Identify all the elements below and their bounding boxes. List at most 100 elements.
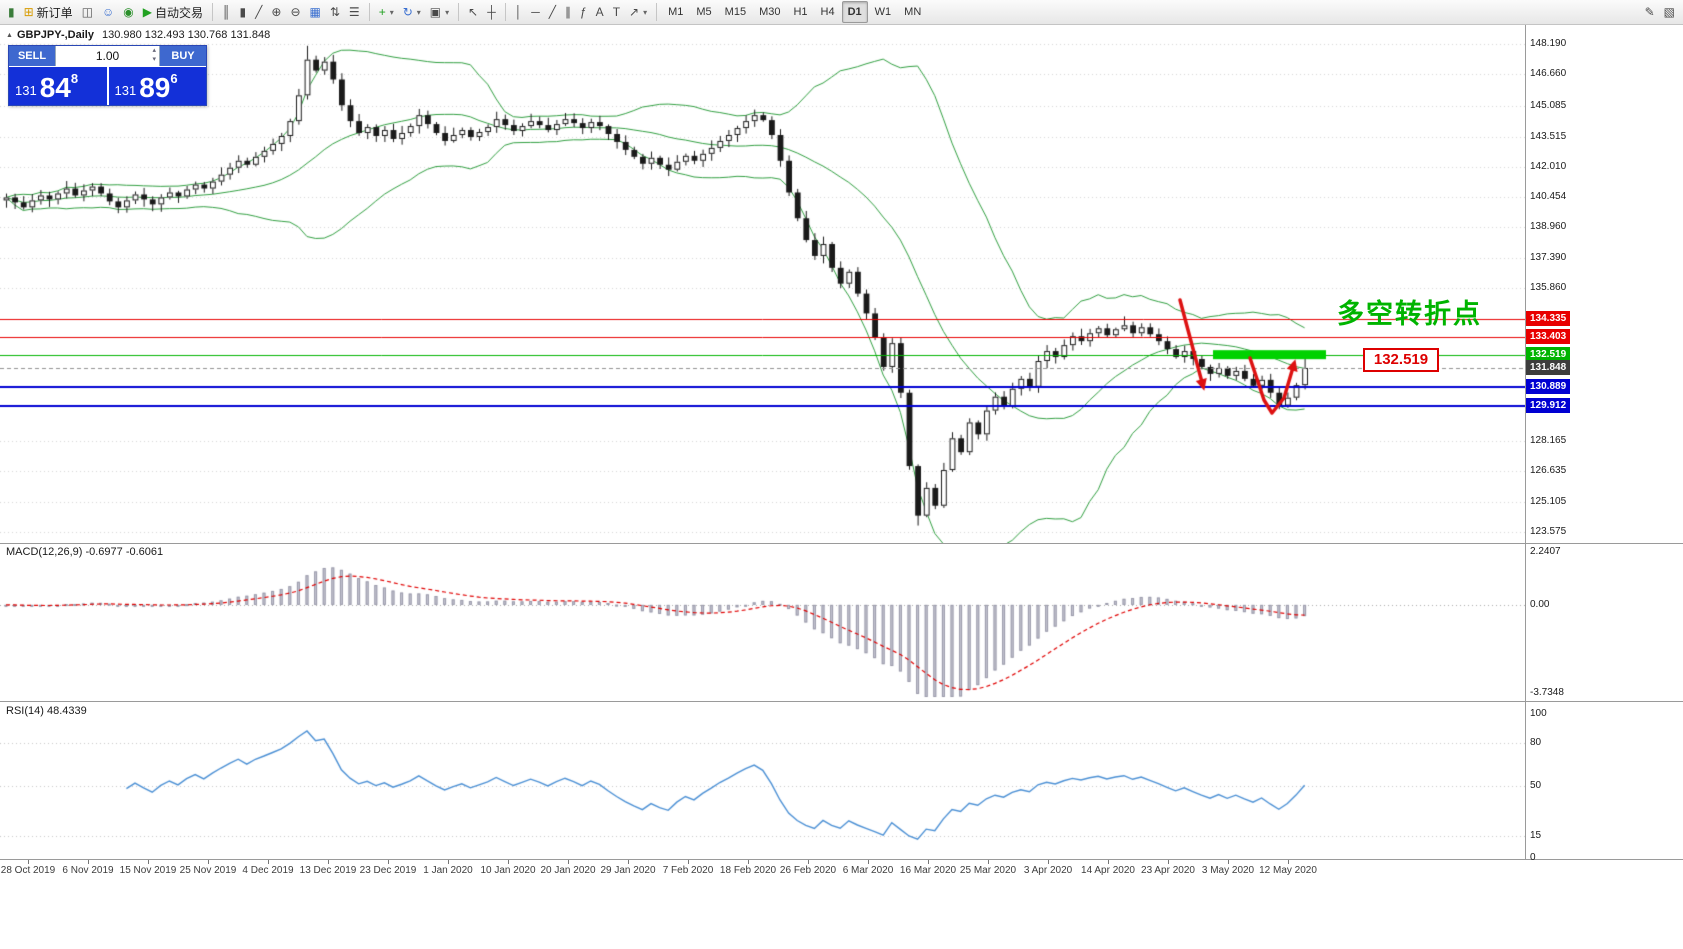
timeframe-m15[interactable]: M15 xyxy=(724,6,747,18)
rsi-panel-canvas[interactable] xyxy=(0,702,1525,859)
tile-windows-icon: ▦ xyxy=(309,5,321,19)
channel-icon: ∥ xyxy=(564,5,571,19)
timeframe-m1[interactable]: M1 xyxy=(668,6,684,18)
price-axis-separator[interactable] xyxy=(1525,25,1526,859)
date-tick xyxy=(568,860,569,864)
period-icon[interactable]: ↻ ▾ xyxy=(399,1,425,23)
date-label: 15 Nov 2019 xyxy=(119,865,177,876)
chart-windows-icon[interactable]: ◫ xyxy=(78,1,97,23)
spin-down-icon[interactable]: ▾ xyxy=(152,56,156,63)
trade-panel-prices: 131 84 8 131 89 6 xyxy=(9,66,206,105)
timeframe-mn[interactable]: MN xyxy=(904,6,922,18)
price-axis-label: 123.575 xyxy=(1530,525,1567,537)
date-tick xyxy=(88,860,89,864)
macd-panel-canvas[interactable] xyxy=(0,544,1525,701)
timeframe-h4[interactable]: H4 xyxy=(820,6,835,18)
buy-price-button[interactable]: 131 89 6 xyxy=(108,67,206,105)
edit-icon[interactable]: ✎ xyxy=(1641,1,1659,23)
panel-separator[interactable] xyxy=(0,701,1683,702)
dropdown-arrow-icon[interactable]: ▾ xyxy=(643,7,648,17)
add-indicator-icon[interactable]: + ▾ xyxy=(375,1,398,23)
zoom-out-icon[interactable]: ⊖ xyxy=(286,1,304,23)
spin-up-icon[interactable]: ▴ xyxy=(152,47,156,54)
date-label: 6 Mar 2020 xyxy=(842,865,894,876)
toolbar-separator xyxy=(212,3,214,21)
date-label: 28 Oct 2019 xyxy=(0,865,56,876)
date-tick xyxy=(1108,860,1109,864)
timeframe-d1[interactable]: D1 xyxy=(841,1,868,23)
date-label: 7 Feb 2020 xyxy=(662,865,714,876)
sort-ascending-icon[interactable]: ⇅ xyxy=(326,1,344,23)
arrows-tool-icon[interactable]: ↗ ▾ xyxy=(625,1,651,23)
candlestick-icon[interactable]: ▮ xyxy=(236,1,251,23)
price-axis-label: 126.635 xyxy=(1530,465,1567,477)
cursor-icon[interactable]: ↖ xyxy=(464,1,482,23)
date-label: 18 Feb 2020 xyxy=(719,865,777,876)
template-icon[interactable]: ▣ ▾ xyxy=(426,1,453,23)
symbol-name: GBPJPY-,Daily xyxy=(16,29,94,41)
indicator-list-icon[interactable]: ☰ xyxy=(345,1,364,23)
price-axis-label: 146.660 xyxy=(1530,68,1567,80)
price-axis-label: 137.390 xyxy=(1530,252,1567,264)
panel-separator[interactable] xyxy=(0,543,1683,544)
price-axis[interactable]: 148.190 146.660 145.085 143.515 142.010 140.4… xyxy=(1525,25,1683,863)
chart-annotation-text: 多空转折点 xyxy=(1337,299,1482,329)
price-level-tag: 129.912 xyxy=(1526,398,1571,414)
label-icon: T xyxy=(612,5,621,19)
dropdown-arrow-icon[interactable]: ▾ xyxy=(416,7,421,17)
date-label: 29 Jan 2020 xyxy=(600,865,656,876)
panel-separator[interactable] xyxy=(0,859,1683,860)
price-level-tag: 134.335 xyxy=(1526,310,1571,326)
dropdown-arrow-icon[interactable]: ▾ xyxy=(445,7,450,17)
price-axis-label: 138.960 xyxy=(1530,220,1567,232)
sell-button[interactable]: SELL xyxy=(9,46,55,66)
docking-icon[interactable]: ▧ xyxy=(1660,1,1679,23)
candlestick-icon: ▮ xyxy=(239,5,247,19)
fibonacci-icon[interactable]: ƒ xyxy=(576,1,591,23)
date-tick xyxy=(28,860,29,864)
new-order-button[interactable]: ⊞ 新订单 xyxy=(20,1,77,23)
timeframe-h1[interactable]: H1 xyxy=(793,6,808,18)
date-axis[interactable]: 28 Oct 2019 6 Nov 2019 15 Nov 2019 25 Nov 2… xyxy=(0,860,1683,886)
trendline-icon[interactable]: ╱ xyxy=(545,1,560,23)
channel-icon[interactable]: ∥ xyxy=(561,1,575,23)
auto-trading-button[interactable]: ▶ 自动交易 xyxy=(139,1,207,23)
collapse-triangle-icon[interactable]: ▲ xyxy=(6,31,13,39)
new-chart-icon[interactable]: ▮ xyxy=(4,1,19,23)
date-label: 23 Apr 2020 xyxy=(1141,865,1195,876)
zoom-in-icon: ⊕ xyxy=(271,5,282,19)
tile-windows-icon[interactable]: ▦ xyxy=(306,1,325,23)
line-chart-icon[interactable]: ╱ xyxy=(251,1,266,23)
buy-button[interactable]: BUY xyxy=(160,46,206,66)
date-label: 12 May 2020 xyxy=(1259,865,1317,876)
dropdown-arrow-icon[interactable]: ▾ xyxy=(389,7,394,17)
profiles-icon[interactable]: ☺ xyxy=(98,1,118,23)
sell-price-button[interactable]: 131 84 8 xyxy=(9,67,107,105)
zoom-in-icon[interactable]: ⊕ xyxy=(267,1,285,23)
bar-chart-icon[interactable]: ║ xyxy=(218,1,235,23)
sell-price-sup: 8 xyxy=(70,71,79,86)
text-icon: A xyxy=(595,5,604,19)
date-tick xyxy=(388,860,389,864)
rsi-scale-label: 50 xyxy=(1530,780,1542,791)
date-label: 10 Jan 2020 xyxy=(480,865,536,876)
timeframe-m30[interactable]: M30 xyxy=(759,6,781,18)
timeframe-w1[interactable]: W1 xyxy=(874,6,892,18)
date-label: 6 Nov 2019 xyxy=(62,865,114,876)
volume-spinner[interactable]: ▴ ▾ xyxy=(152,46,156,64)
main-chart-canvas[interactable] xyxy=(0,25,1525,543)
timeframe-m5[interactable]: M5 xyxy=(696,6,712,18)
market-watch-icon[interactable]: ◉ xyxy=(119,1,137,23)
toolbar-separator xyxy=(458,3,460,21)
label-icon[interactable]: T xyxy=(609,1,624,23)
price-axis-label: 128.165 xyxy=(1530,434,1567,446)
horizontal-line-icon[interactable]: ─ xyxy=(527,1,544,23)
text-icon[interactable]: A xyxy=(592,1,608,23)
vertical-line-icon[interactable]: │ xyxy=(511,1,527,23)
crosshair-icon: ┼ xyxy=(487,5,496,19)
date-tick xyxy=(928,860,929,864)
date-tick xyxy=(1228,860,1229,864)
price-axis-label: 142.010 xyxy=(1530,160,1567,172)
volume-field[interactable]: 1.00 ▴ ▾ xyxy=(55,46,160,66)
crosshair-icon[interactable]: ┼ xyxy=(483,1,500,23)
